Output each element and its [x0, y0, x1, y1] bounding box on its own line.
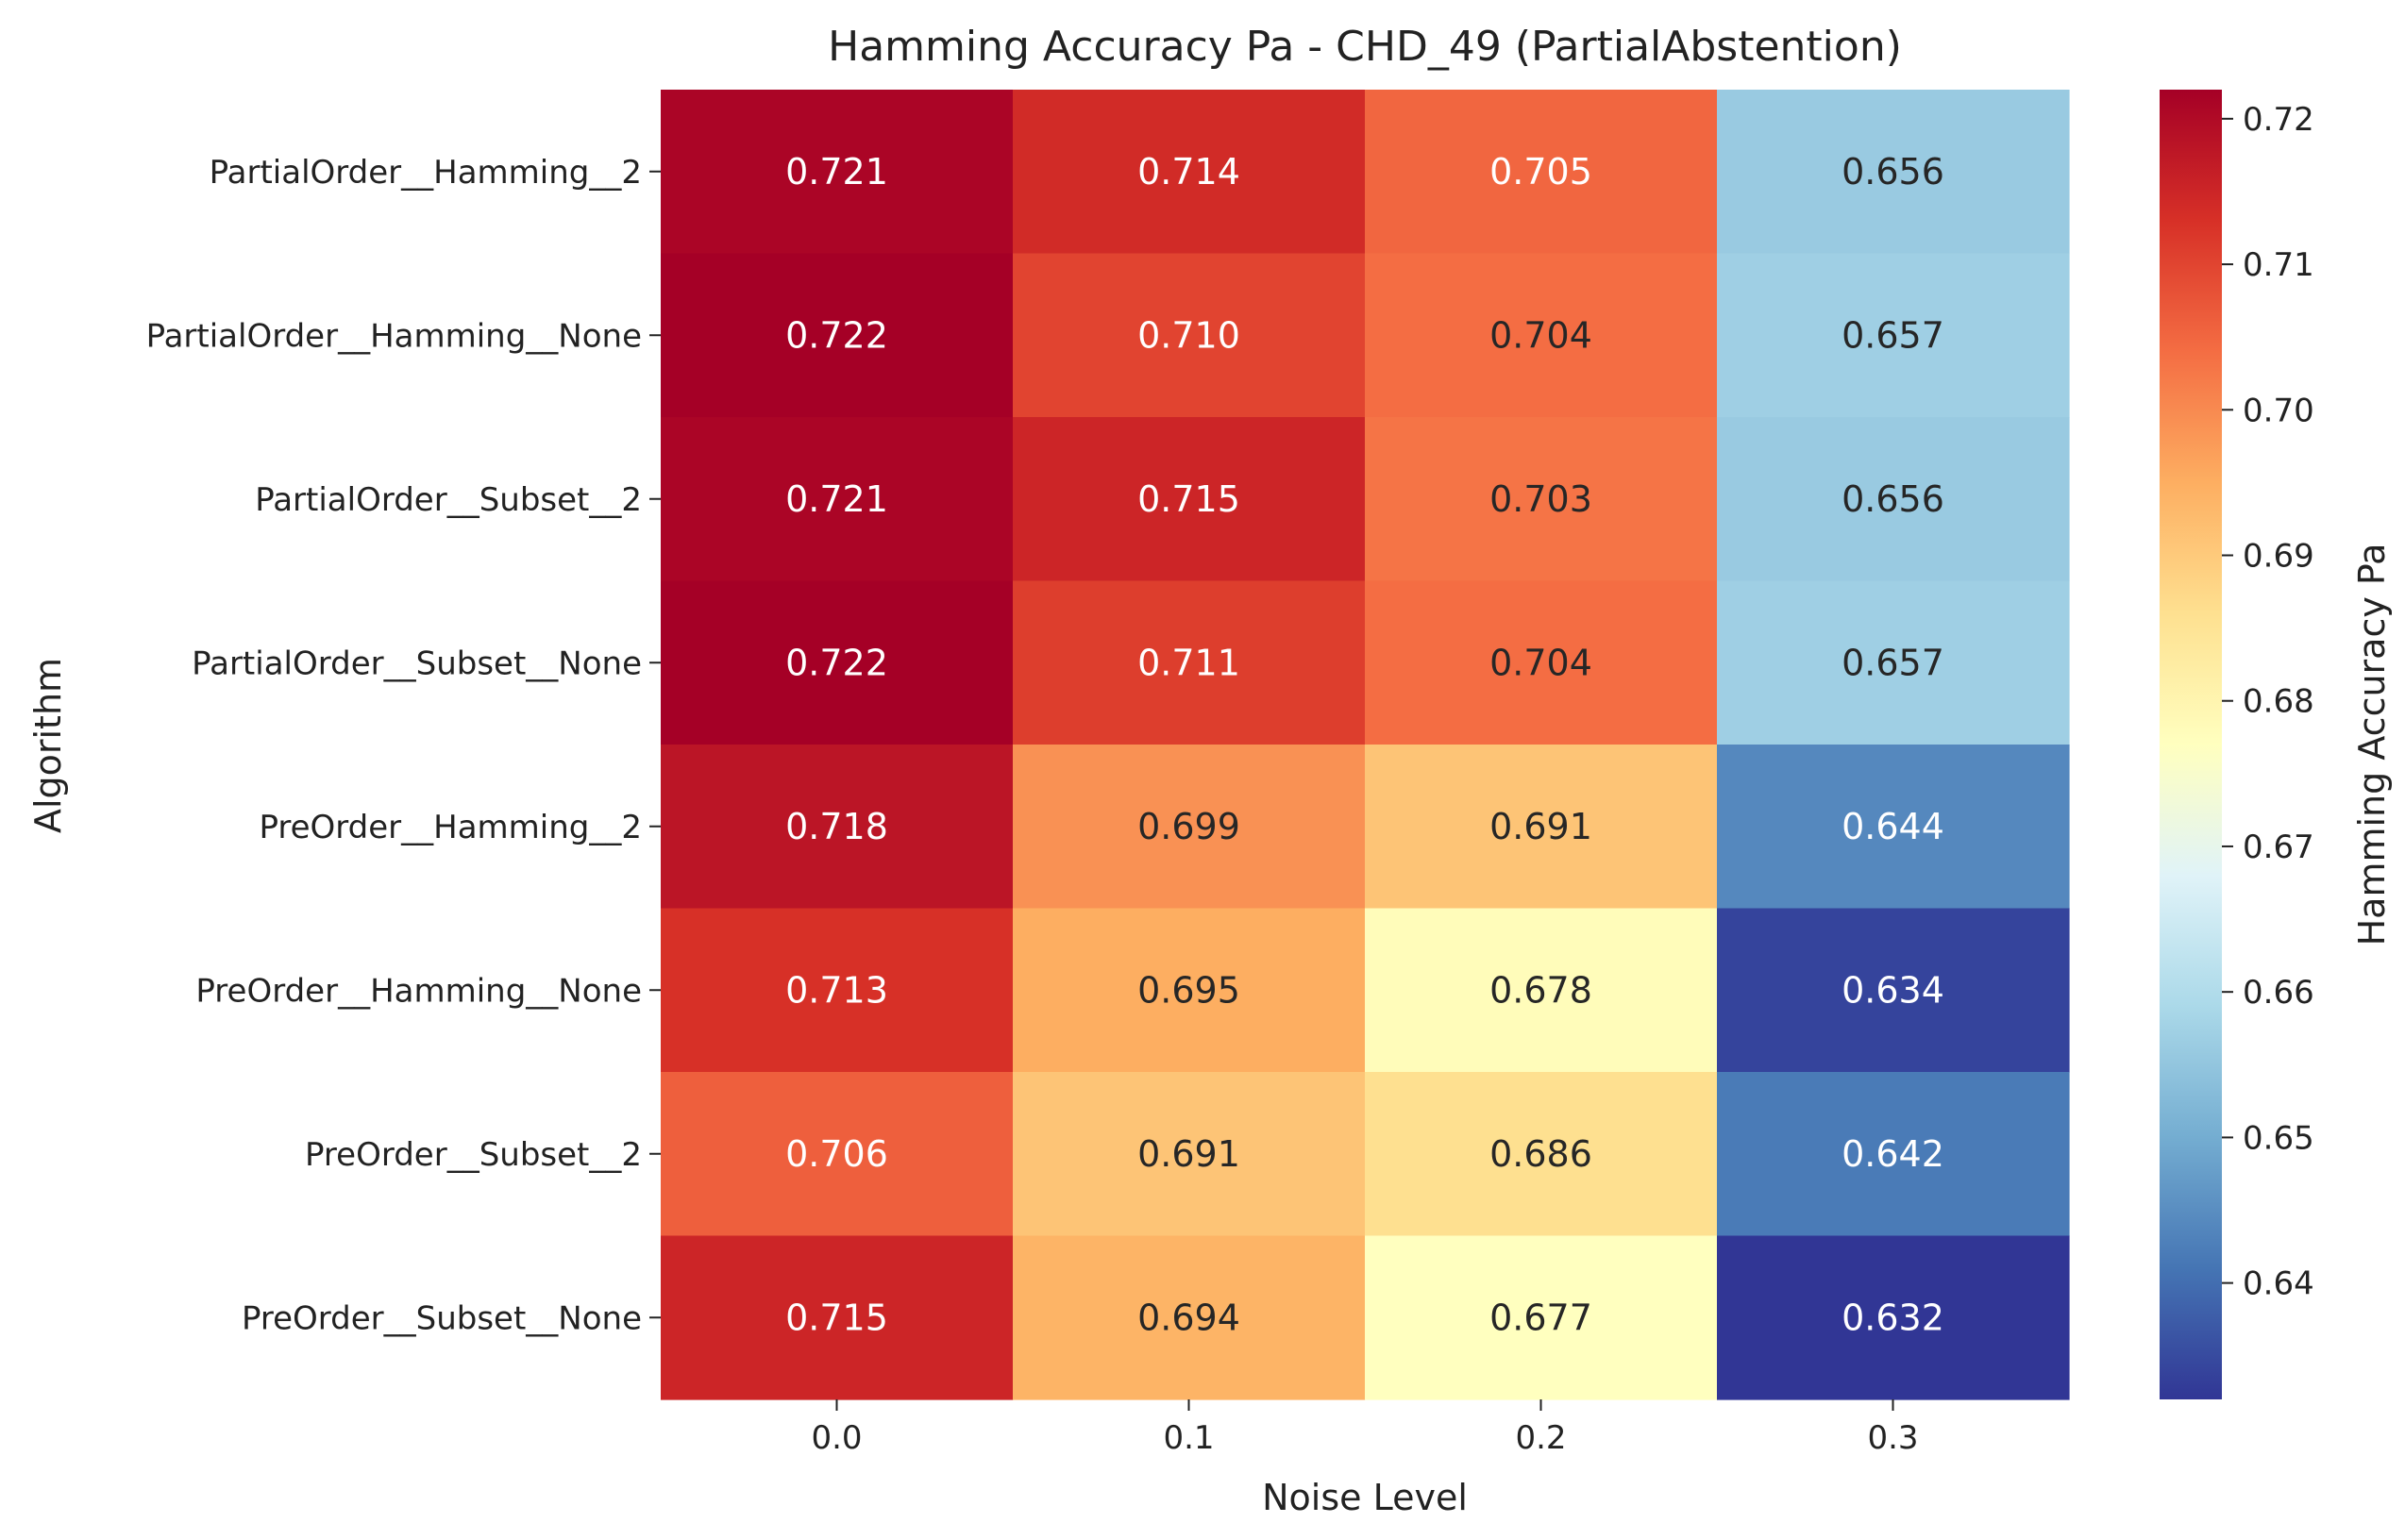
heatmap-cell: [1013, 417, 1366, 582]
cell-value-label: 0.714: [1137, 151, 1240, 192]
heatmap-cell: [661, 745, 1014, 910]
chart-title: Hamming Accuracy Pa - CHD_49 (PartialAbs…: [828, 23, 1902, 71]
cell-value-label: 0.642: [1842, 1133, 1944, 1175]
y-tick-label: PreOrder__Hamming__2: [259, 809, 642, 846]
colorbar-tick-label: 0.70: [2243, 392, 2314, 429]
heatmap-cell: [1717, 1235, 2070, 1400]
y-axis-ticks: PartialOrder__Hamming__2 PartialOrder__Ha…: [146, 154, 661, 1337]
heatmap-cell: [1365, 745, 1718, 910]
cell-value-label: 0.715: [785, 1297, 888, 1338]
cell-value-label: 0.722: [785, 314, 888, 356]
colorbar-ticks: 0.64 0.65 0.66 0.67 0.68 0.69 0.70 0.71 0.72: [2222, 101, 2314, 1303]
heatmap-cell: [1013, 1235, 1366, 1400]
heatmap-cell: [1717, 908, 2070, 1073]
x-axis-label: Noise Level: [1262, 1477, 1468, 1518]
cell-value-label: 0.721: [785, 478, 888, 520]
colorbar-tick-label: 0.65: [2243, 1119, 2314, 1157]
cell-value-label: 0.715: [1137, 478, 1240, 520]
cell-value-label: 0.656: [1842, 478, 1944, 520]
cell-value-label: 0.695: [1137, 969, 1240, 1011]
cell-value-label: 0.722: [785, 642, 888, 683]
heatmap-cell: [1365, 908, 1718, 1073]
cell-value-label: 0.686: [1489, 1133, 1592, 1175]
cell-value-label: 0.703: [1489, 478, 1592, 520]
colorbar-label: Hamming Accuracy Pa: [2351, 544, 2393, 946]
heatmap-cell: [661, 580, 1014, 745]
colorbar-tick-label: 0.72: [2243, 101, 2314, 139]
y-tick-label: PreOrder__Hamming__None: [195, 972, 642, 1010]
colorbar-tick-label: 0.67: [2243, 829, 2314, 866]
x-tick-label: 0.1: [1163, 1419, 1214, 1457]
cell-value-label: 0.721: [785, 151, 888, 192]
cell-value-label: 0.678: [1489, 969, 1592, 1011]
cell-value-label: 0.632: [1842, 1297, 1944, 1338]
heatmap-cell: [1717, 417, 2070, 582]
colorbar-tick-label: 0.71: [2243, 246, 2314, 284]
x-tick-label: 0.0: [811, 1419, 862, 1457]
cell-value-label: 0.677: [1489, 1297, 1592, 1338]
heatmap-cell: [661, 1235, 1014, 1400]
cell-value-label: 0.634: [1842, 969, 1944, 1011]
colorbar: [2160, 90, 2222, 1399]
cell-value-label: 0.699: [1137, 806, 1240, 847]
heatmap-cell: [1365, 580, 1718, 745]
heatmap-cell: [661, 908, 1014, 1073]
heatmap-cell: [1013, 1072, 1366, 1237]
cell-value-label: 0.711: [1137, 642, 1240, 683]
heatmap-cells: 0.721 0.714 0.705 0.656 0.722 0.710 0.704 0.657…: [661, 90, 2070, 1400]
heatmap-cell: [1013, 908, 1366, 1073]
heatmap-cell: [1717, 1072, 2070, 1237]
cell-value-label: 0.691: [1137, 1133, 1240, 1175]
y-tick-label: PreOrder__Subset__None: [242, 1299, 642, 1337]
heatmap-cell: [1717, 253, 2070, 418]
heatmap-cell: [1717, 580, 2070, 745]
cell-value-label: 0.718: [785, 806, 888, 847]
cell-value-label: 0.694: [1137, 1297, 1240, 1338]
heatmap-cell: [1717, 745, 2070, 910]
cell-value-label: 0.704: [1489, 314, 1592, 356]
x-axis-ticks: 0.0 0.1 0.2 0.3: [811, 1399, 1919, 1457]
heatmap-cell: [1013, 253, 1366, 418]
heatmap-cell: [661, 417, 1014, 582]
heatmap-cell: [1717, 90, 2070, 255]
colorbar-tick-label: 0.69: [2243, 538, 2314, 576]
y-tick-label: PartialOrder__Hamming__2: [210, 154, 642, 192]
x-tick-label: 0.3: [1867, 1419, 1918, 1457]
y-axis-label: Algorithm: [27, 658, 69, 833]
cell-value-label: 0.657: [1842, 314, 1944, 356]
heatmap-cell: [1365, 90, 1718, 255]
cell-value-label: 0.656: [1842, 151, 1944, 192]
y-tick-label: PartialOrder__Hamming__None: [146, 317, 642, 355]
heatmap-cell: [1365, 1072, 1718, 1237]
colorbar-tick-label: 0.64: [2243, 1265, 2314, 1303]
cell-value-label: 0.691: [1489, 806, 1592, 847]
cell-value-label: 0.657: [1842, 642, 1944, 683]
cell-value-label: 0.644: [1842, 806, 1944, 847]
colorbar-tick-label: 0.66: [2243, 974, 2314, 1012]
y-tick-label: PartialOrder__Subset__2: [255, 481, 642, 519]
heatmap-cell: [1365, 1235, 1718, 1400]
heatmap-cell: [661, 1072, 1014, 1237]
cell-value-label: 0.704: [1489, 642, 1592, 683]
heatmap-cell: [1013, 90, 1366, 255]
y-tick-label: PreOrder__Subset__2: [305, 1136, 642, 1174]
heatmap-cell: [1013, 580, 1366, 745]
colorbar-tick-label: 0.68: [2243, 683, 2314, 721]
heatmap-cell: [1365, 253, 1718, 418]
heatmap-cell: [1365, 417, 1718, 582]
cell-value-label: 0.705: [1489, 151, 1592, 192]
cell-value-label: 0.713: [785, 969, 888, 1011]
heatmap-cell: [661, 253, 1014, 418]
y-tick-label: PartialOrder__Subset__None: [192, 644, 642, 682]
cell-value-label: 0.710: [1137, 314, 1240, 356]
cell-value-label: 0.706: [785, 1133, 888, 1175]
x-tick-label: 0.2: [1515, 1419, 1566, 1457]
heatmap-cell: [1013, 745, 1366, 910]
heatmap-cell: [661, 90, 1014, 255]
